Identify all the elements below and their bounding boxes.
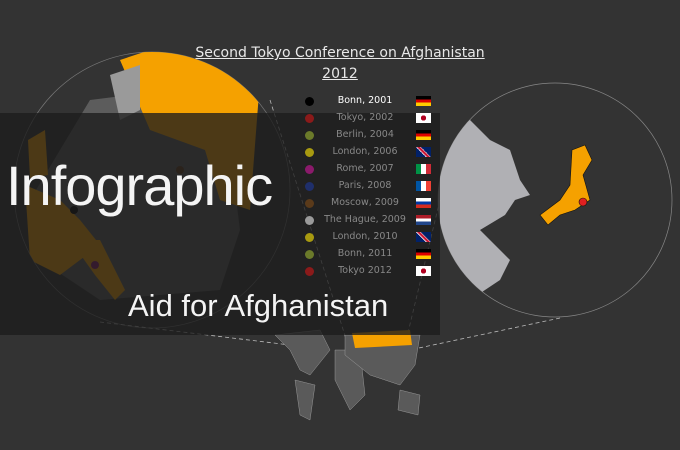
overlay-subheading: Aid for Afghanistan xyxy=(128,288,389,323)
chart-year: 2012 xyxy=(322,66,358,82)
legend-label: Tokyo, 2002 xyxy=(336,112,394,123)
legend-item: Tokyo, 2002 xyxy=(302,110,434,127)
germany-flag-icon xyxy=(416,130,431,140)
legend-dot xyxy=(305,131,314,140)
overlay-heading: Infographic xyxy=(6,154,273,217)
legend-dot xyxy=(305,114,314,123)
legend-label: London, 2010 xyxy=(332,231,398,242)
legend-item: London, 2006 xyxy=(302,144,434,161)
legend-dot xyxy=(305,199,314,208)
france-flag-icon xyxy=(416,181,431,191)
legend-label: Moscow, 2009 xyxy=(331,197,399,208)
uk-flag-icon xyxy=(416,147,431,157)
legend-dot xyxy=(305,97,314,106)
japan-flag-icon xyxy=(416,266,431,276)
legend-item: Rome, 2007 xyxy=(302,161,434,178)
japan-flag-icon xyxy=(416,113,431,123)
legend-item: Tokyo 2012 xyxy=(302,263,434,280)
legend-label: London, 2006 xyxy=(332,146,398,157)
legend-label: Rome, 2007 xyxy=(336,163,394,174)
legend-dot xyxy=(305,250,314,259)
legend-dot xyxy=(305,148,314,157)
legend-item: The Hague, 2009 xyxy=(302,212,434,229)
legend-dot xyxy=(305,182,314,191)
italy-flag-icon xyxy=(416,164,431,174)
legend: Bonn, 2001 Tokyo, 2002 Berlin, 2004 Lond… xyxy=(302,93,434,280)
legend-dot xyxy=(305,267,314,276)
legend-dot xyxy=(305,165,314,174)
uk-flag-icon xyxy=(416,232,431,242)
legend-label: Bonn, 2001 xyxy=(337,95,393,106)
world-map xyxy=(274,329,421,421)
legend-item: Bonn, 2011 xyxy=(302,246,434,263)
legend-item: Moscow, 2009 xyxy=(302,195,434,212)
legend-item: Paris, 2008 xyxy=(302,178,434,195)
legend-dot xyxy=(305,233,314,242)
legend-dot xyxy=(305,216,314,225)
legend-label: Bonn, 2011 xyxy=(337,248,393,259)
legend-label: Paris, 2008 xyxy=(338,180,392,191)
germany-flag-icon xyxy=(416,249,431,259)
germany-flag-icon xyxy=(416,96,431,106)
legend-item: Bonn, 2001 xyxy=(302,93,434,110)
netherlands-flag-icon xyxy=(416,215,431,225)
russia-flag-icon xyxy=(416,198,431,208)
legend-item: Berlin, 2004 xyxy=(302,127,434,144)
legend-label: The Hague, 2009 xyxy=(324,214,406,225)
title-overlay xyxy=(0,113,440,335)
legend-label: Berlin, 2004 xyxy=(336,129,394,140)
east-asia-map xyxy=(437,82,673,318)
chart-title: Second Tokyo Conference on Afghanistan xyxy=(195,45,485,61)
legend-item: London, 2010 xyxy=(302,229,434,246)
legend-label: Tokyo 2012 xyxy=(338,265,392,276)
